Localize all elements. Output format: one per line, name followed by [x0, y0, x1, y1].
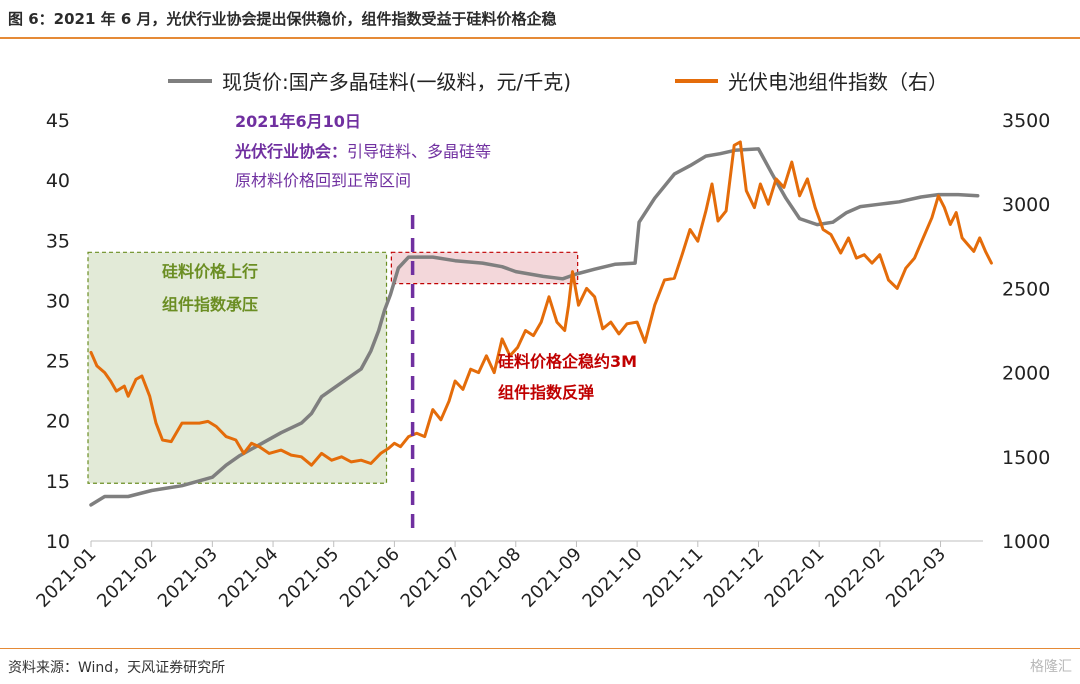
figure-title: 图 6：2021 年 6 月，光伏行业协会提出保供稳价，组件指数受益于硅料价格企…	[8, 10, 557, 28]
x-tick-label: 2021-05	[275, 544, 343, 612]
legend: 现货价:国产多晶硅料(一级料，元/千克) 光伏电池组件指数（右）	[168, 70, 948, 94]
left-tick-label: 20	[46, 411, 70, 433]
legend-label-module: 光伏电池组件指数（右）	[728, 70, 948, 94]
series-line-module	[89, 140, 993, 467]
x-tick-label: 2022-02	[821, 544, 889, 612]
right-tick-label: 1000	[1002, 531, 1050, 553]
right-tick-label: 2500	[1002, 278, 1050, 300]
green-note-line2: 组件指数承压	[162, 295, 258, 314]
right-tick-label: 2000	[1002, 363, 1050, 385]
green-box	[87, 251, 388, 484]
left-tick-label: 30	[46, 290, 70, 312]
annotation-event: 2021年6月10日 光伏行业协会：引导硅料、多晶硅等 原材料价格回到正常区间	[234, 112, 491, 190]
x-tick-label: 2021-01	[32, 544, 100, 612]
left-tick-label: 35	[46, 230, 70, 252]
event-date-label: 2021年6月10日	[235, 112, 361, 131]
x-tick-label: 2021-11	[639, 544, 707, 612]
event-detail-label: 原材料价格回到正常区间	[235, 171, 411, 190]
left-tick-label: 15	[46, 471, 70, 493]
watermark: 格隆汇	[1030, 659, 1072, 675]
red-note-line1: 硅料价格企稳约3M	[498, 352, 637, 371]
right-tick-label: 3500	[1002, 110, 1050, 132]
bottom-rule	[0, 648, 1080, 649]
x-tick-label: 2021-03	[154, 544, 222, 612]
x-tick-label: 2021-12	[700, 544, 768, 612]
right-tick-label: 3000	[1002, 194, 1050, 216]
x-tick-label: 2021-02	[93, 544, 161, 612]
annotation-green: 硅料价格上行 组件指数承压	[162, 262, 258, 314]
right-tick-label: 1500	[1002, 447, 1050, 469]
x-tick-label: 2021-10	[579, 544, 647, 612]
x-tick-label: 2021-04	[215, 544, 283, 612]
legend-label-silicon: 现货价:国产多晶硅料(一级料，元/千克)	[222, 70, 571, 94]
x-tick-label: 2021-09	[518, 544, 586, 612]
x-tick-label: 2022-03	[882, 544, 950, 612]
source-note: 资料来源：Wind，天风证券研究所	[8, 660, 226, 676]
x-tick-label: 2022-01	[761, 544, 829, 612]
x-tick-label: 2021-07	[397, 544, 465, 612]
left-tick-label: 45	[46, 110, 70, 132]
chart: 现货价:国产多晶硅料(一级料，元/千克) 光伏电池组件指数（右） 1015202…	[32, 70, 1050, 612]
annotation-red: 硅料价格企稳约3M 组件指数反弹	[498, 352, 637, 402]
red-note-line2: 组件指数反弹	[498, 383, 594, 402]
left-tick-label: 25	[46, 351, 70, 373]
x-tick-label: 2021-06	[336, 544, 404, 612]
left-tick-label: 40	[46, 170, 70, 192]
green-note-line1: 硅料价格上行	[162, 262, 258, 281]
x-tick-label: 2021-08	[457, 544, 525, 612]
left-tick-label: 10	[46, 531, 70, 553]
event-org-label: 光伏行业协会：引导硅料、多晶硅等	[234, 142, 491, 161]
top-rule	[0, 37, 1080, 39]
